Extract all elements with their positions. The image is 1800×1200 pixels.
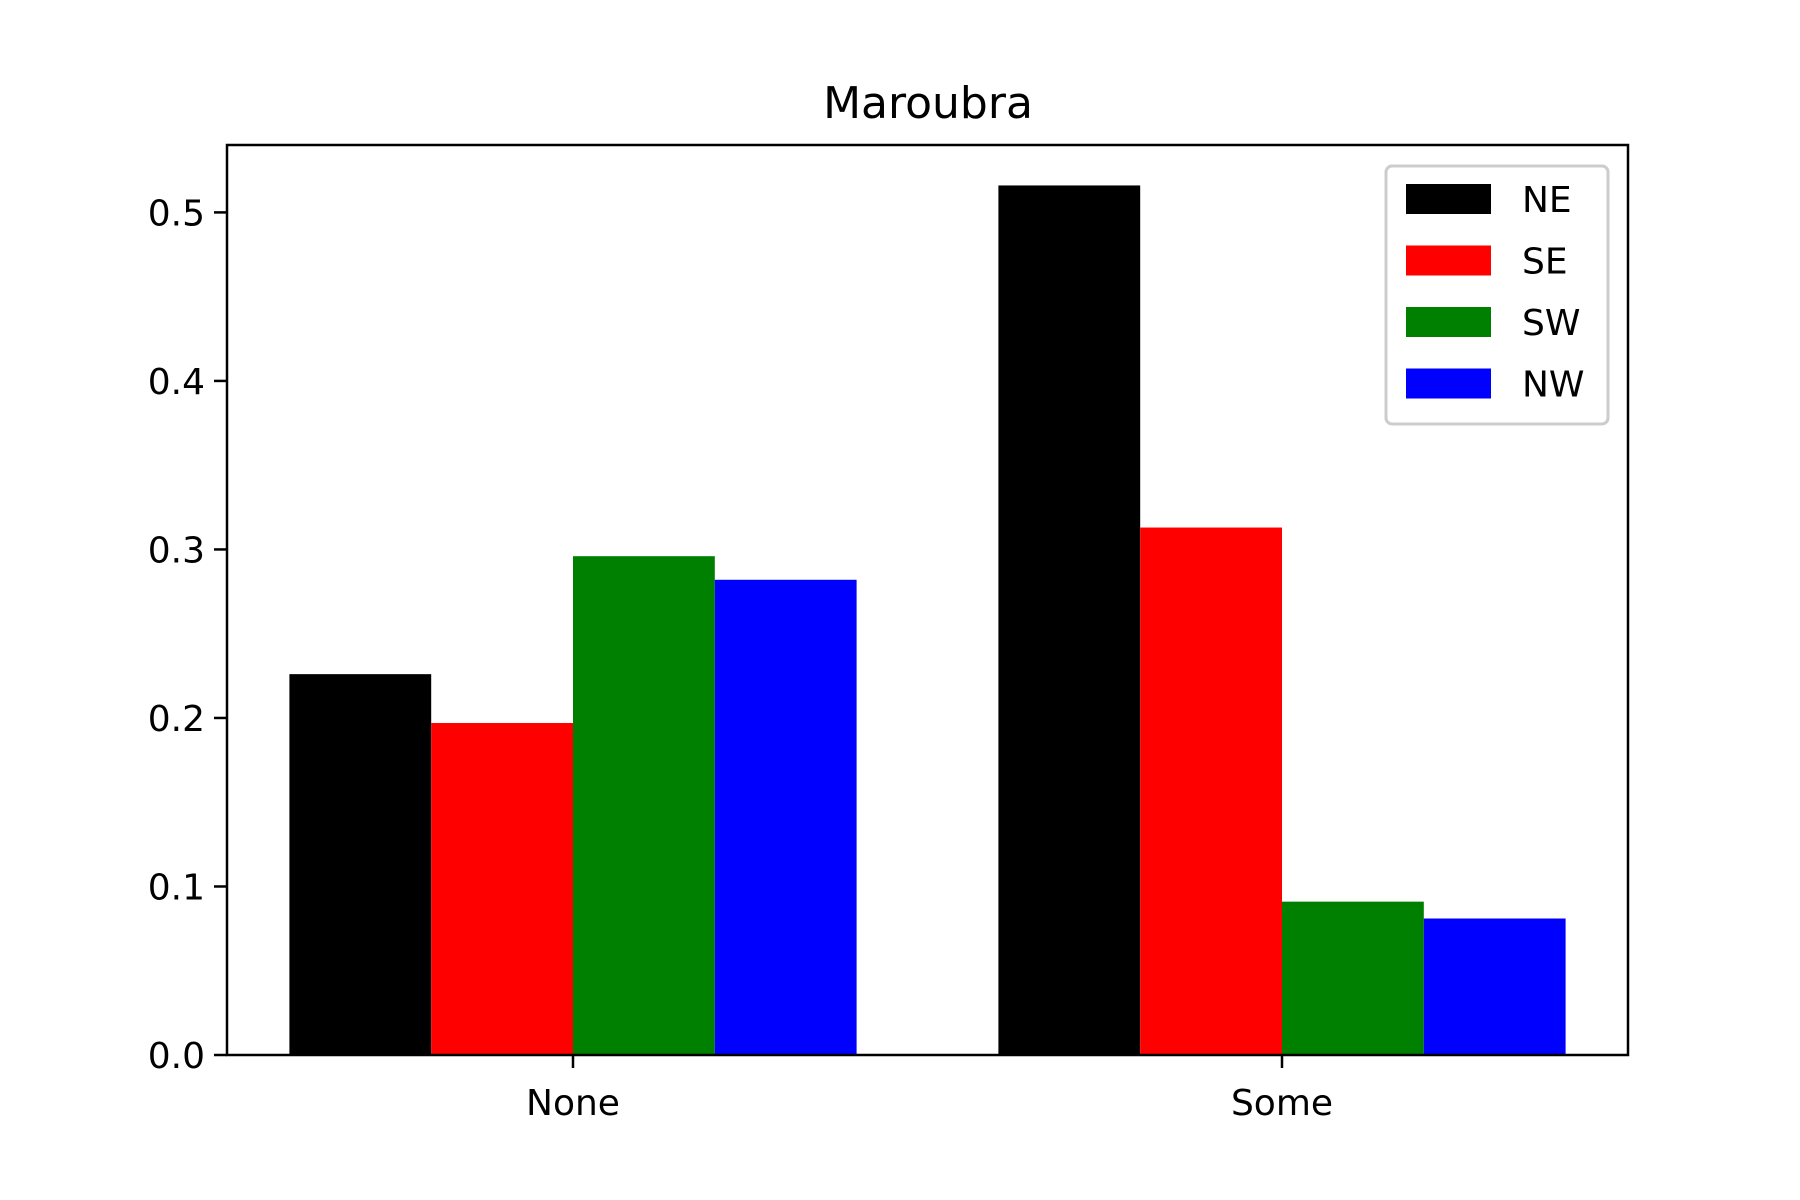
legend-label-ne: NE xyxy=(1522,180,1572,221)
chart-title: Maroubra xyxy=(823,78,1033,129)
y-tick-label: 0.3 xyxy=(148,530,205,571)
bars-layer xyxy=(289,185,1566,1055)
y-tick-label: 0.5 xyxy=(148,193,205,234)
legend-swatch-se xyxy=(1406,245,1491,276)
plot-area-frame xyxy=(225,143,1630,1057)
legend-label-sw: SW xyxy=(1522,303,1580,344)
bar-nw-none xyxy=(714,579,857,1055)
bar-nw-some xyxy=(1423,918,1566,1055)
legend-swatch-nw xyxy=(1406,368,1491,399)
y-tick-label: 0.2 xyxy=(148,699,205,740)
legend-swatch-sw xyxy=(1406,307,1491,337)
bar-se-none xyxy=(431,723,573,1055)
y-tick-label: 0.1 xyxy=(148,867,205,908)
legend-label-se: SE xyxy=(1522,242,1568,283)
legend-box xyxy=(1384,164,1610,426)
x-tick-label: Some xyxy=(1231,1083,1333,1124)
legend: NE SE SW NW xyxy=(1384,164,1610,426)
bar-sw-some xyxy=(1282,901,1424,1055)
y-tick-label: 0.4 xyxy=(148,362,205,403)
legend-swatch-ne xyxy=(1406,184,1491,214)
bar-sw-none xyxy=(573,556,715,1055)
bar-ne-some xyxy=(998,185,1141,1055)
legend-label-nw: NW xyxy=(1522,365,1585,406)
x-tick-label: None xyxy=(526,1083,620,1124)
bar-se-some xyxy=(1140,527,1282,1055)
y-tick-label: 0.0 xyxy=(148,1036,205,1077)
bar-ne-none xyxy=(289,674,432,1055)
x-axis: None Some xyxy=(526,1055,1333,1124)
y-axis: 0.0 0.1 0.2 0.3 0.4 0.5 xyxy=(148,193,227,1077)
